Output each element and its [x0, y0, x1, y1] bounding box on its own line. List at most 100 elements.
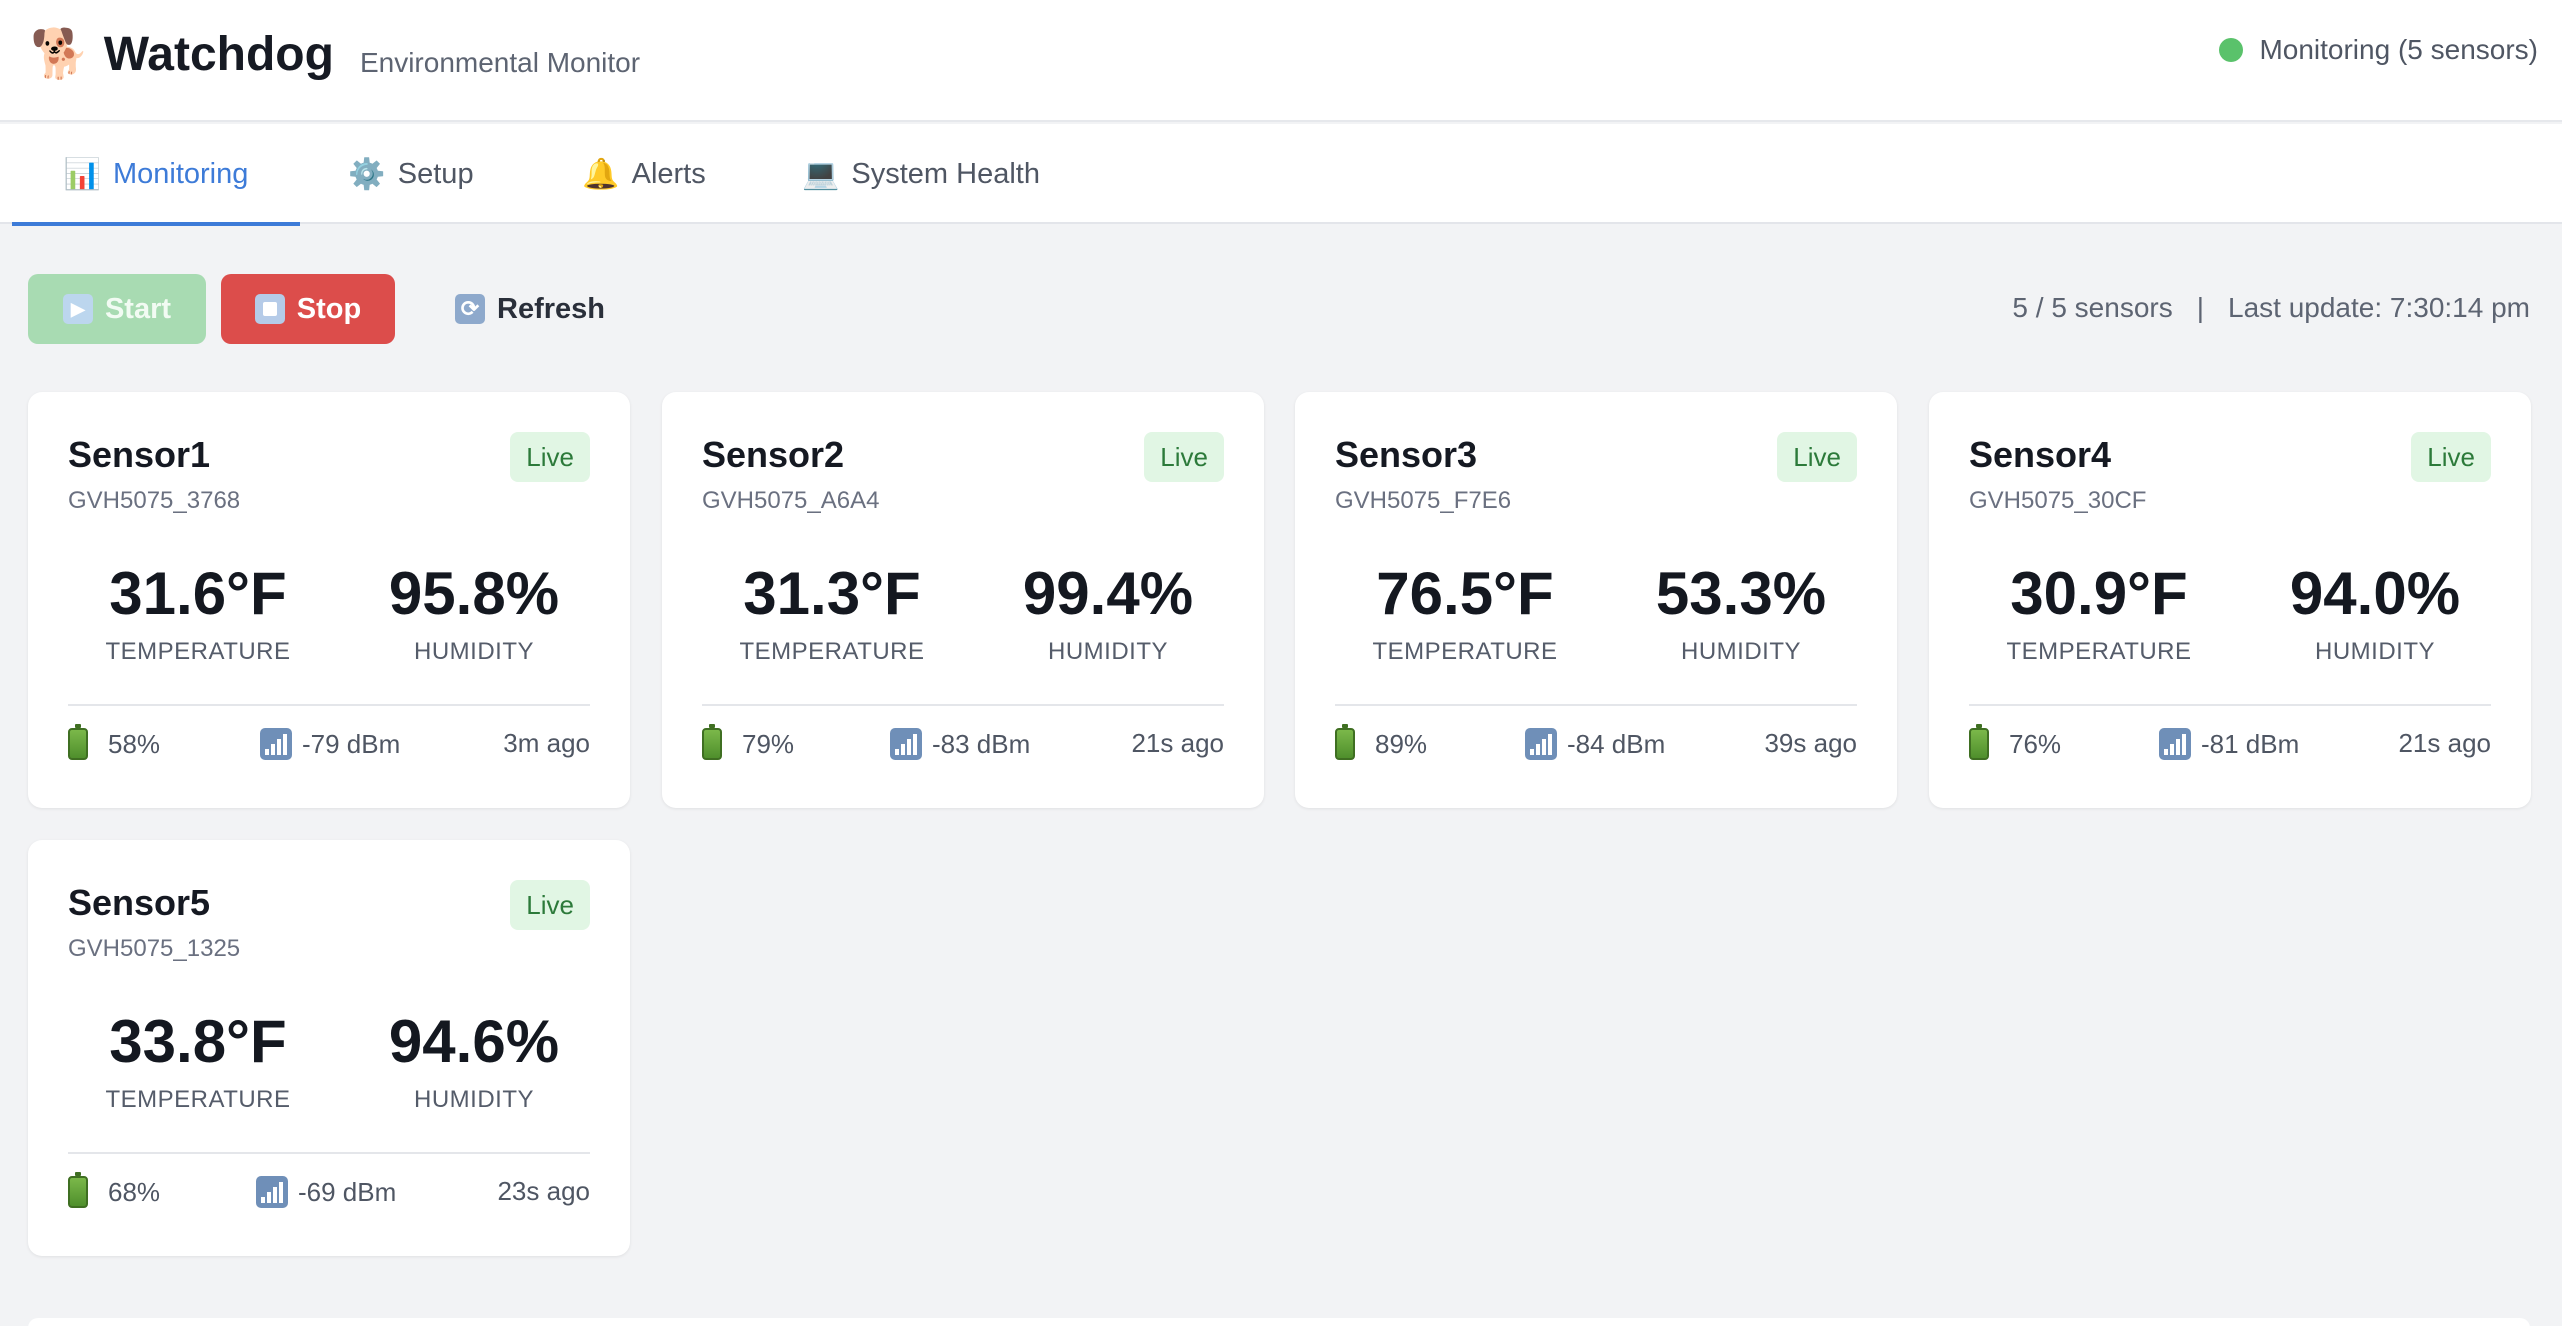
- bar-chart-icon: 📊: [63, 156, 101, 192]
- sensor-name: Sensor2: [702, 434, 845, 475]
- battery-icon: [1969, 724, 1989, 760]
- card-divider: [1969, 704, 2491, 706]
- tab-setup[interactable]: ⚙️ Setup: [320, 124, 502, 224]
- tab-monitoring[interactable]: 📊 Monitoring: [12, 124, 300, 226]
- last-seen: 21s ago: [2398, 728, 2491, 758]
- humidity-metric: 95.8% HUMIDITY: [334, 560, 614, 666]
- battery: 58%: [68, 724, 161, 760]
- tab-label: System Health: [851, 157, 1040, 190]
- temperature-metric: 31.6°F TEMPERATURE: [58, 560, 338, 666]
- humidity-metric: 94.0% HUMIDITY: [2235, 560, 2515, 666]
- last-update: Last update: 7:30:14 pm: [2228, 292, 2530, 323]
- sensor-card[interactable]: Sensor4 GVH5075_30CF Live 30.9°F TEMPERA…: [1929, 392, 2531, 808]
- refresh-button[interactable]: ⟳ Refresh: [440, 274, 620, 344]
- start-button[interactable]: ▶ Start: [28, 274, 206, 344]
- humidity-value: 95.8%: [388, 560, 560, 627]
- stop-button[interactable]: Stop: [221, 274, 395, 344]
- live-badge: Live: [2411, 432, 2491, 482]
- signal-bars-icon: [256, 1176, 288, 1208]
- card-footer: 76% -81 dBm 21s ago: [1969, 724, 2491, 768]
- battery-icon: [702, 724, 722, 760]
- temperature-label: TEMPERATURE: [105, 638, 291, 665]
- bell-icon: 🔔: [582, 156, 620, 192]
- sensor-id: GVH5075_F7E6: [1335, 487, 1512, 514]
- signal: -84 dBm: [1525, 728, 1665, 760]
- humidity-metric: 94.6% HUMIDITY: [334, 1008, 614, 1114]
- stop-icon: [254, 294, 285, 324]
- battery: 79%: [702, 724, 794, 760]
- last-seen: 23s ago: [497, 1176, 590, 1206]
- signal-strength: -83 dBm: [932, 728, 1031, 759]
- signal-strength: -79 dBm: [302, 728, 401, 759]
- humidity-label: HUMIDITY: [1681, 638, 1801, 665]
- battery-level: 68%: [108, 1176, 161, 1207]
- live-badge: Live: [510, 432, 590, 482]
- sensor-id: GVH5075_1325: [68, 935, 241, 962]
- app-subtitle: Environmental Monitor: [359, 47, 641, 78]
- temperature-value: 76.5°F: [1376, 560, 1554, 627]
- monitoring-status: Monitoring (5 sensors): [2219, 34, 2538, 66]
- tab-bar: 📊 Monitoring ⚙️ Setup 🔔 Alerts 💻 System …: [0, 124, 2562, 226]
- sensor-card[interactable]: Sensor1 GVH5075_3768 Live 31.6°F TEMPERA…: [28, 392, 630, 808]
- humidity-label: HUMIDITY: [414, 1086, 534, 1113]
- signal: -69 dBm: [256, 1176, 396, 1208]
- temperature-metric: 31.3°F TEMPERATURE: [692, 560, 972, 666]
- signal-strength: -69 dBm: [298, 1176, 397, 1207]
- temperature-metric: 76.5°F TEMPERATURE: [1325, 560, 1605, 666]
- humidity-value: 99.4%: [1022, 560, 1194, 627]
- battery: 89%: [1335, 724, 1428, 760]
- humidity-metric: 53.3% HUMIDITY: [1601, 560, 1881, 666]
- sensor-name: Sensor1: [68, 434, 211, 475]
- laptop-icon: 💻: [802, 156, 840, 192]
- tab-system-health[interactable]: 💻 System Health: [776, 124, 1066, 224]
- temperature-label: TEMPERATURE: [105, 1086, 291, 1113]
- signal: -79 dBm: [260, 728, 400, 760]
- signal-strength: -81 dBm: [2201, 728, 2300, 759]
- sensor-count: 5 / 5 sensors: [2012, 292, 2173, 323]
- card-divider: [68, 1152, 590, 1154]
- humidity-label: HUMIDITY: [2315, 638, 2435, 665]
- sensor-name: Sensor4: [1969, 434, 2112, 475]
- card-divider: [68, 704, 590, 706]
- sensor-id: GVH5075_3768: [68, 487, 241, 514]
- tab-alerts[interactable]: 🔔 Alerts: [552, 124, 736, 224]
- monitoring-status-text: Monitoring (5 sensors): [2259, 34, 2538, 65]
- card-divider: [1335, 704, 1857, 706]
- monitoring-toolbar: ▶ Start Stop ⟳ Refresh 5 / 5 sensors | Las…: [28, 274, 2530, 346]
- card-footer: 89% -84 dBm 39s ago: [1335, 724, 1857, 768]
- battery-level: 58%: [108, 728, 161, 759]
- sensor-card[interactable]: Sensor5 GVH5075_1325 Live 33.8°F TEMPERA…: [28, 840, 630, 1256]
- humidity-value: 53.3%: [1655, 560, 1827, 627]
- signal-bars-icon: [260, 728, 292, 760]
- battery-icon: [1335, 724, 1355, 760]
- info-separator: |: [2196, 292, 2204, 323]
- tab-label: Alerts: [631, 157, 706, 190]
- temperature-label: TEMPERATURE: [739, 638, 925, 665]
- sensor-card[interactable]: Sensor3 GVH5075_F7E6 Live 76.5°F TEMPERA…: [1295, 392, 1897, 808]
- battery-level: 89%: [1375, 728, 1428, 759]
- refresh-button-label: Refresh: [497, 292, 605, 325]
- card-divider: [702, 704, 1224, 706]
- humidity-value: 94.6%: [388, 1008, 560, 1075]
- start-button-label: Start: [104, 292, 172, 325]
- temperature-value: 30.9°F: [2010, 560, 2188, 627]
- card-footer: 58% -79 dBm 3m ago: [68, 724, 590, 768]
- temperature-value: 31.3°F: [743, 560, 921, 627]
- live-badge: Live: [1777, 432, 1857, 482]
- temperature-value: 33.8°F: [109, 1008, 287, 1075]
- humidity-value: 94.0%: [2289, 560, 2461, 627]
- next-panel: [28, 1318, 2530, 1326]
- humidity-label: HUMIDITY: [1048, 638, 1168, 665]
- temperature-label: TEMPERATURE: [1372, 638, 1558, 665]
- status-dot-icon: [2219, 38, 2244, 62]
- battery: 76%: [1969, 724, 2061, 760]
- battery-icon: [68, 1172, 88, 1208]
- temperature-metric: 30.9°F TEMPERATURE: [1959, 560, 2239, 666]
- signal: -83 dBm: [890, 728, 1030, 760]
- sensor-card[interactable]: Sensor2 GVH5075_A6A4 Live 31.3°F TEMPERA…: [662, 392, 1264, 808]
- stop-button-label: Stop: [296, 292, 362, 325]
- battery: 68%: [68, 1172, 161, 1208]
- last-seen: 21s ago: [1131, 728, 1224, 758]
- signal-bars-icon: [890, 728, 922, 760]
- sensor-name: Sensor5: [68, 882, 211, 923]
